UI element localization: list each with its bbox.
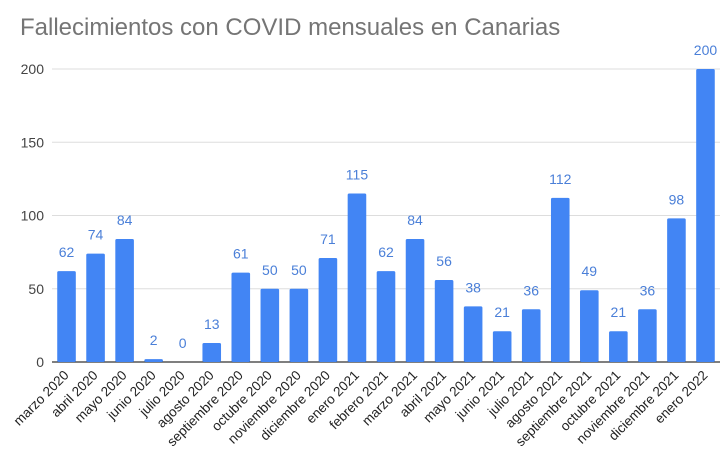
bar xyxy=(144,359,163,362)
bar xyxy=(492,331,512,362)
data-label: 61 xyxy=(233,246,249,262)
data-label: 13 xyxy=(204,316,220,332)
bar xyxy=(667,218,686,362)
bar xyxy=(318,257,338,362)
y-tick-label: 0 xyxy=(36,354,44,370)
data-label: 49 xyxy=(582,263,598,279)
data-label: 38 xyxy=(465,279,481,295)
data-label: 0 xyxy=(179,335,187,351)
bar xyxy=(609,331,628,362)
bar xyxy=(521,309,541,362)
data-label: 112 xyxy=(549,171,572,187)
data-label: 74 xyxy=(88,227,104,243)
bar xyxy=(347,193,367,362)
bar xyxy=(376,271,396,362)
data-label: 21 xyxy=(611,304,627,320)
bar xyxy=(231,272,251,362)
data-label: 36 xyxy=(640,282,656,298)
data-label: 62 xyxy=(378,244,394,260)
data-label: 62 xyxy=(59,244,75,260)
data-label: 50 xyxy=(291,262,307,278)
bar xyxy=(638,309,657,362)
data-label: 21 xyxy=(494,304,510,320)
bar xyxy=(434,279,454,362)
data-label: 84 xyxy=(117,212,133,228)
y-axis-ticks: 0 50 100 150 200 xyxy=(21,61,45,370)
bar xyxy=(57,271,76,362)
y-tick-label: 200 xyxy=(21,61,45,77)
bar xyxy=(405,238,425,362)
bar xyxy=(260,288,280,362)
data-label: 84 xyxy=(407,212,423,228)
data-label: 56 xyxy=(436,253,452,269)
data-labels: 62 74 84 2 0 13 61 50 50 71 115 62 84 56 38 21 36 112 49 21… xyxy=(59,42,718,351)
data-label: 36 xyxy=(523,282,539,298)
data-label: 98 xyxy=(669,191,685,207)
bar xyxy=(289,288,309,362)
data-label: 115 xyxy=(346,167,369,183)
chart-title: Fallecimientos con COVID mensuales en Ca… xyxy=(20,14,561,41)
data-label: 50 xyxy=(262,262,278,278)
y-tick-label: 100 xyxy=(21,208,45,224)
bar xyxy=(696,69,715,362)
bar xyxy=(86,253,105,362)
bar xyxy=(550,197,570,362)
data-label: 71 xyxy=(320,231,336,247)
bars xyxy=(57,69,715,362)
data-label: 200 xyxy=(694,42,718,58)
data-label: 2 xyxy=(150,332,158,348)
bar xyxy=(115,238,134,362)
bar xyxy=(202,342,222,362)
bar xyxy=(580,290,599,362)
y-tick-label: 50 xyxy=(28,281,44,297)
y-tick-label: 150 xyxy=(21,134,45,150)
bar xyxy=(463,306,483,362)
